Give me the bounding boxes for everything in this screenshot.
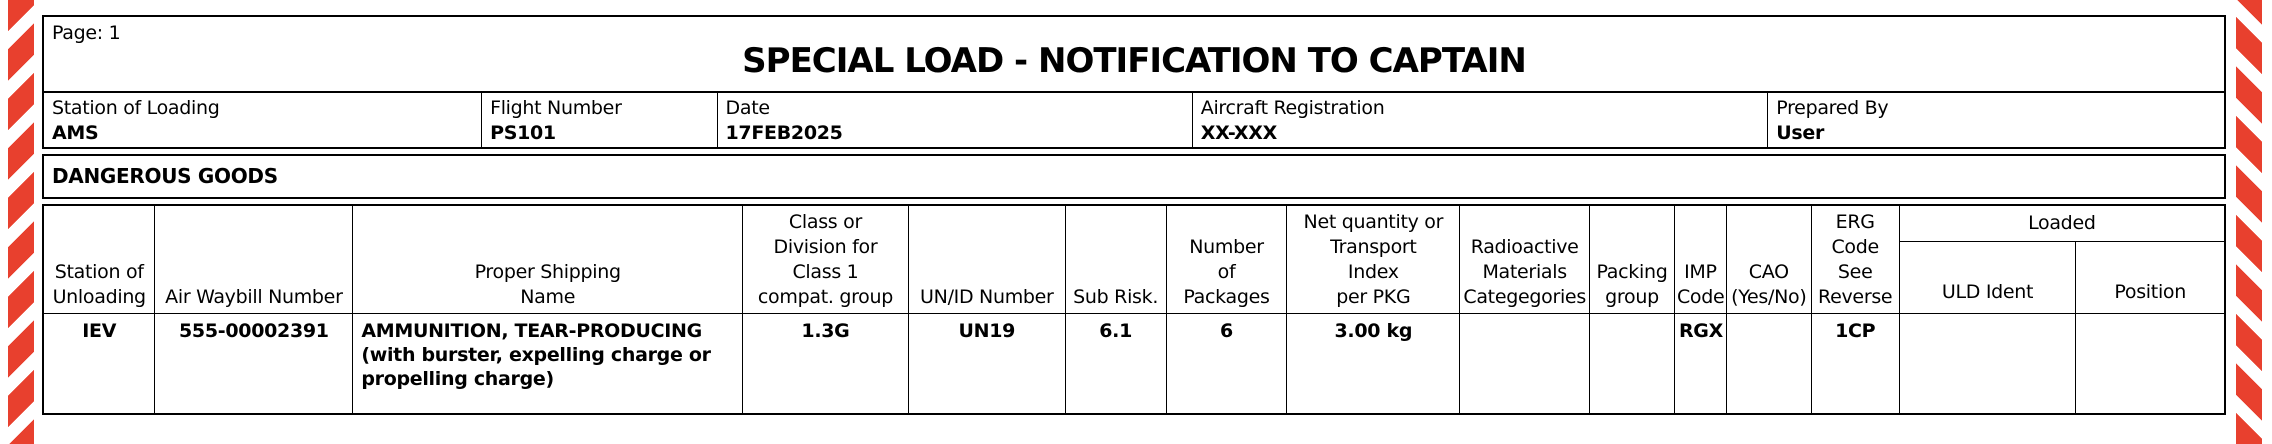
col-header-net-quantity: Net quantity or Transport Index per PKG	[1286, 204, 1461, 314]
cell-air-waybill-number: 555-00002391	[154, 312, 354, 415]
col-header-erg-code: ERG Code See Reverse	[1810, 204, 1900, 314]
col-header-loaded-group: Loaded	[1898, 204, 2226, 242]
col-header-cao: CAO (Yes/No)	[1725, 204, 1812, 314]
flight-info-row: Station of Loading AMS Flight Number PS1…	[42, 91, 2226, 149]
field-flight-number: Flight Number PS101	[481, 93, 716, 147]
field-value: XX-XXX	[1200, 122, 1278, 144]
cell-position	[2075, 312, 2226, 415]
cell-class-division: 1.3G	[742, 312, 909, 415]
col-header-imp-code: IMP Code	[1673, 204, 1727, 314]
cell-cao	[1725, 312, 1812, 415]
field-prepared-by: Prepared By User	[1767, 93, 2224, 147]
cell-uld-ident	[1898, 312, 2077, 415]
page-number-label: Page: 1	[52, 22, 121, 44]
col-header-proper-shipping-name: Proper Shipping Name	[352, 204, 744, 314]
hazard-stripe-right	[2236, 0, 2262, 444]
field-label: Station of Loading	[52, 97, 220, 119]
document-title: SPECIAL LOAD - NOTIFICATION TO CAPTAIN	[742, 41, 1527, 81]
document-body: Page: 1 SPECIAL LOAD - NOTIFICATION TO C…	[42, 0, 2226, 444]
title-box: Page: 1 SPECIAL LOAD - NOTIFICATION TO C…	[42, 15, 2226, 93]
col-header-un-id-number: UN/ID Number	[907, 204, 1066, 314]
col-header-uld-ident: ULD Ident	[1898, 240, 2077, 314]
col-header-station-of-unloading: Station of Unloading	[42, 204, 156, 314]
section-title: DANGEROUS GOODS	[52, 164, 278, 188]
field-label: Aircraft Registration	[1200, 97, 1385, 119]
hazard-stripe-left	[8, 0, 34, 444]
dangerous-goods-section-header: DANGEROUS GOODS	[42, 154, 2226, 199]
dangerous-goods-table: Station of Unloading Air Waybill Number …	[42, 204, 2226, 415]
col-header-class-division: Class or Division for Class 1 compat. gr…	[742, 204, 909, 314]
field-label: Date	[725, 97, 771, 119]
field-value: AMS	[52, 122, 99, 144]
cell-station-of-unloading: IEV	[42, 312, 156, 415]
table-row: IEV 555-00002391 AMMUNITION, TEAR-PRODUC…	[42, 312, 2226, 415]
dangerous-goods-table-wrap: Station of Unloading Air Waybill Number …	[42, 204, 2226, 415]
cell-un-id-number: UN19	[907, 312, 1066, 415]
cell-radioactive-categories	[1459, 312, 1591, 415]
col-header-sub-risk: Sub Risk.	[1064, 204, 1167, 314]
col-header-air-waybill-number: Air Waybill Number	[154, 204, 354, 314]
field-value: User	[1776, 122, 1825, 144]
field-value: PS101	[490, 122, 556, 144]
field-label: Prepared By	[1776, 97, 1889, 119]
field-date: Date 17FEB2025	[716, 93, 1192, 147]
cell-imp-code: RGX	[1673, 312, 1727, 415]
col-header-number-of-packages: Number of Packages	[1165, 204, 1288, 314]
col-header-position: Position	[2075, 240, 2226, 314]
cell-proper-shipping-name: AMMUNITION, TEAR-PRODUCING (with burster…	[352, 312, 744, 415]
field-aircraft-registration: Aircraft Registration XX-XXX	[1191, 93, 1768, 147]
field-value: 17FEB2025	[725, 122, 843, 144]
cell-number-of-packages: 6	[1165, 312, 1288, 415]
field-station-of-loading: Station of Loading AMS	[44, 93, 481, 147]
cell-erg-code: 1CP	[1810, 312, 1900, 415]
cell-packing-group	[1589, 312, 1675, 415]
field-label: Flight Number	[490, 97, 622, 119]
cell-sub-risk: 6.1	[1064, 312, 1167, 415]
cell-net-quantity: 3.00 kg	[1286, 312, 1461, 415]
col-header-radioactive-categories: Radioactive Materials Categegories	[1459, 204, 1591, 314]
col-header-packing-group: Packing group	[1589, 204, 1675, 314]
